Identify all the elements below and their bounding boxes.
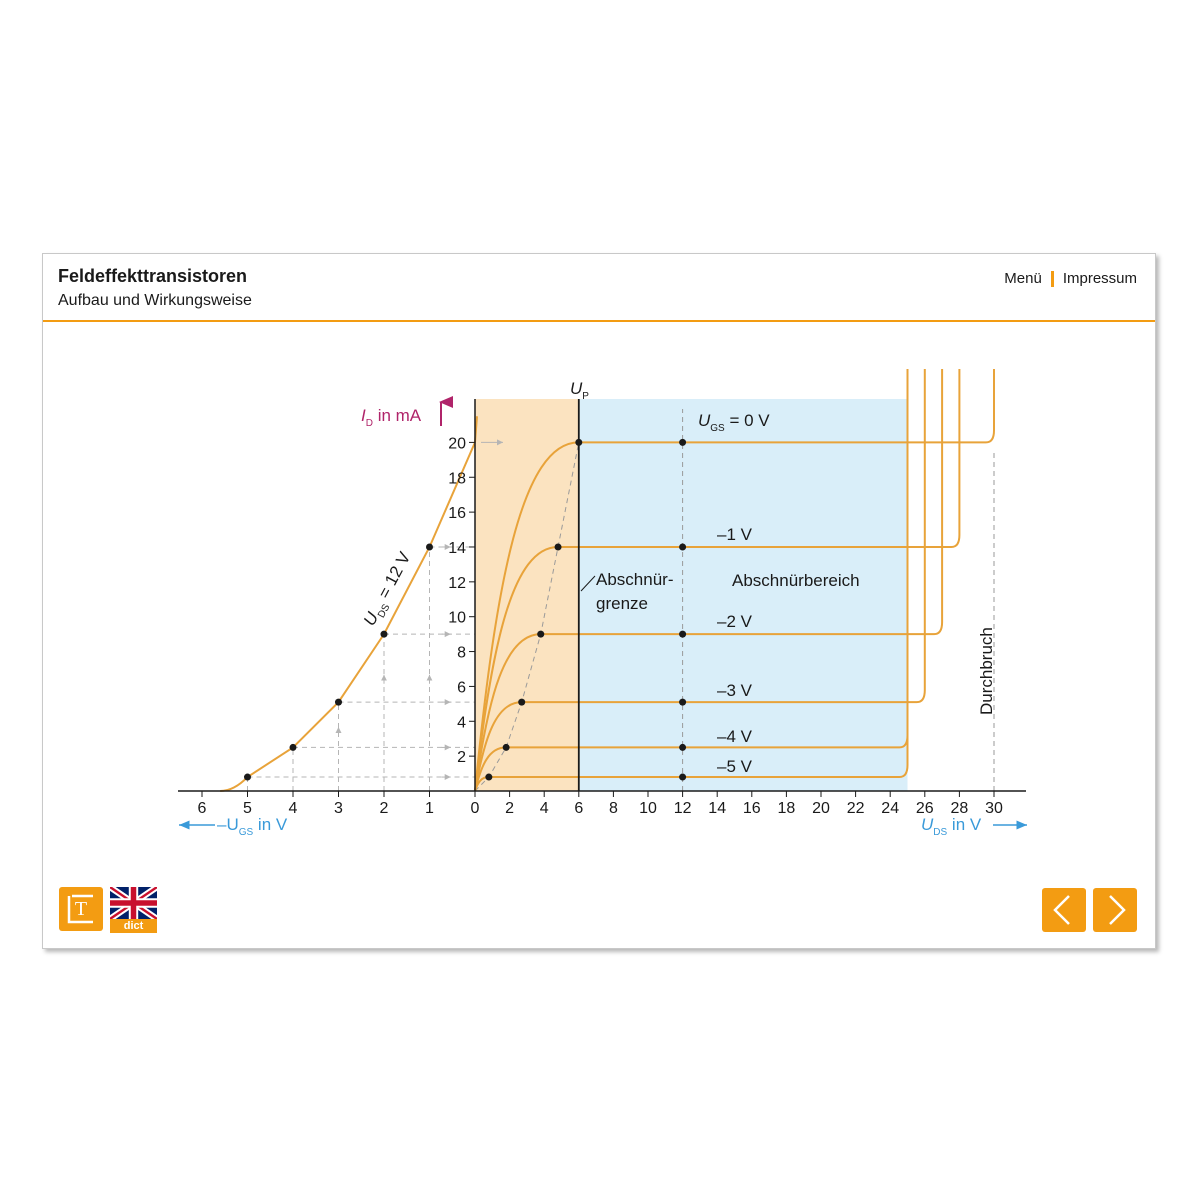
operating-point-12v xyxy=(679,773,687,781)
pinch-off-point xyxy=(575,438,583,446)
x-right-tick-label: 12 xyxy=(674,800,692,817)
pinch-off-point xyxy=(518,698,526,706)
x-right-tick-label: 4 xyxy=(540,800,549,817)
uk-flag-icon xyxy=(110,887,157,919)
pinch-off-voltage-label: UP xyxy=(570,379,589,402)
previous-button[interactable] xyxy=(1042,888,1086,932)
right-x-axis-label: UDS in V xyxy=(921,815,982,838)
transfer-data-point xyxy=(289,743,297,751)
curve-label-0v: UGS = 0 V xyxy=(698,411,770,434)
x-right-tick-label: 14 xyxy=(708,800,726,817)
pinch-off-point xyxy=(502,743,510,751)
output-curve xyxy=(474,369,961,792)
y-tick-label: 2 xyxy=(457,749,466,766)
y-tick-label: 12 xyxy=(448,575,466,592)
x-left-tick-label: 4 xyxy=(289,800,298,817)
x-right-tick-label: 20 xyxy=(812,800,830,817)
lexikon-button[interactable]: T xyxy=(59,887,103,931)
x-left-tick-label: 5 xyxy=(243,800,252,817)
saturation-region xyxy=(578,399,908,791)
y-tick-label: 16 xyxy=(448,505,466,522)
curve-label-m3v: –3 V xyxy=(717,681,753,700)
operating-point-12v xyxy=(679,743,687,751)
x-right-tick-label: 18 xyxy=(778,800,796,817)
x-right-tick-label: 8 xyxy=(609,800,618,817)
dict-label: dict xyxy=(110,919,157,933)
output-curve xyxy=(474,369,944,792)
x-right-tick-label: 22 xyxy=(847,800,865,817)
page-title: Feldeffekttransistoren xyxy=(58,266,248,286)
y-axis-label: ID in mA xyxy=(361,406,422,429)
x-left-tick-label: 6 xyxy=(198,800,207,817)
abschnuerbereich-label: Abschnürbereich xyxy=(732,571,860,590)
x-right-tick-label: 6 xyxy=(574,800,583,817)
transfer-data-point xyxy=(244,773,251,781)
operating-point-12v xyxy=(679,543,687,551)
x-right-tick-label: 30 xyxy=(985,800,1003,817)
left-x-axis-label: –UGS in V xyxy=(217,815,288,838)
lexikon-icon: T xyxy=(67,894,93,924)
y-tick-label: 18 xyxy=(448,470,466,487)
page-header: Feldeffekttransistoren Aufbau und Wirkun… xyxy=(43,254,1155,322)
output-curve xyxy=(474,369,995,792)
x-right-tick-label: 28 xyxy=(951,800,969,817)
y-tick-label: 10 xyxy=(448,610,466,627)
transfer-curve-label: UDS = 12 V xyxy=(360,548,418,630)
y-tick-label: 8 xyxy=(457,645,466,662)
curve-label-m1v: –1 V xyxy=(717,525,753,544)
abschnuergrenze-pointer xyxy=(580,575,596,592)
chevron-right-icon xyxy=(1109,895,1126,925)
transfer-curve xyxy=(220,416,478,792)
svg-text:T: T xyxy=(75,898,87,920)
x-left-tick-label: 3 xyxy=(334,800,343,817)
y-tick-label: 6 xyxy=(457,679,466,696)
x-right-tick-label: 0 xyxy=(471,800,480,817)
x-right-tick-label: 16 xyxy=(743,800,761,817)
durchbruch-label: Durchbruch xyxy=(977,627,996,715)
y-tick-label: 14 xyxy=(448,540,466,557)
curve-label-m2v: –2 V xyxy=(717,612,753,631)
operating-point-12v xyxy=(679,438,687,446)
top-navigation: Menü Impressum xyxy=(1004,270,1137,287)
pinch-off-point xyxy=(485,773,493,781)
x-right-tick-label: 26 xyxy=(916,800,934,817)
y-tick-label: 4 xyxy=(457,714,466,731)
x-right-tick-label: 24 xyxy=(881,800,899,817)
nav-separator xyxy=(1050,270,1054,287)
operating-point-12v xyxy=(679,630,687,638)
next-button[interactable] xyxy=(1093,888,1137,932)
output-curve xyxy=(474,369,909,792)
transfer-data-point xyxy=(335,698,342,706)
x-right-tick-label: 2 xyxy=(505,800,514,817)
y-tick-label: 20 xyxy=(448,435,466,452)
operating-point-12v xyxy=(679,698,687,706)
x-left-tick-label: 2 xyxy=(380,800,389,817)
abschnuergrenze-label-2: grenze xyxy=(596,594,648,613)
transfer-data-point xyxy=(380,630,388,638)
page-subtitle: Aufbau und Wirkungsweise xyxy=(58,292,252,309)
dictionary-button[interactable]: dict xyxy=(110,887,157,933)
x-right-tick-label: 10 xyxy=(639,800,657,817)
impressum-link[interactable]: Impressum xyxy=(1062,270,1137,287)
x-left-tick-label: 1 xyxy=(425,800,434,817)
pinch-off-point xyxy=(554,543,562,551)
app-window: Feldeffekttransistoren Aufbau und Wirkun… xyxy=(42,253,1156,949)
curve-label-m4v: –4 V xyxy=(717,727,753,746)
menu-link[interactable]: Menü xyxy=(1004,270,1042,287)
transfer-data-point xyxy=(426,543,433,551)
pinch-off-point xyxy=(537,630,545,638)
curve-label-m5v: –5 V xyxy=(717,757,753,776)
chevron-left-icon xyxy=(1053,895,1070,925)
abschnuergrenze-label-1: Abschnür- xyxy=(596,570,673,589)
